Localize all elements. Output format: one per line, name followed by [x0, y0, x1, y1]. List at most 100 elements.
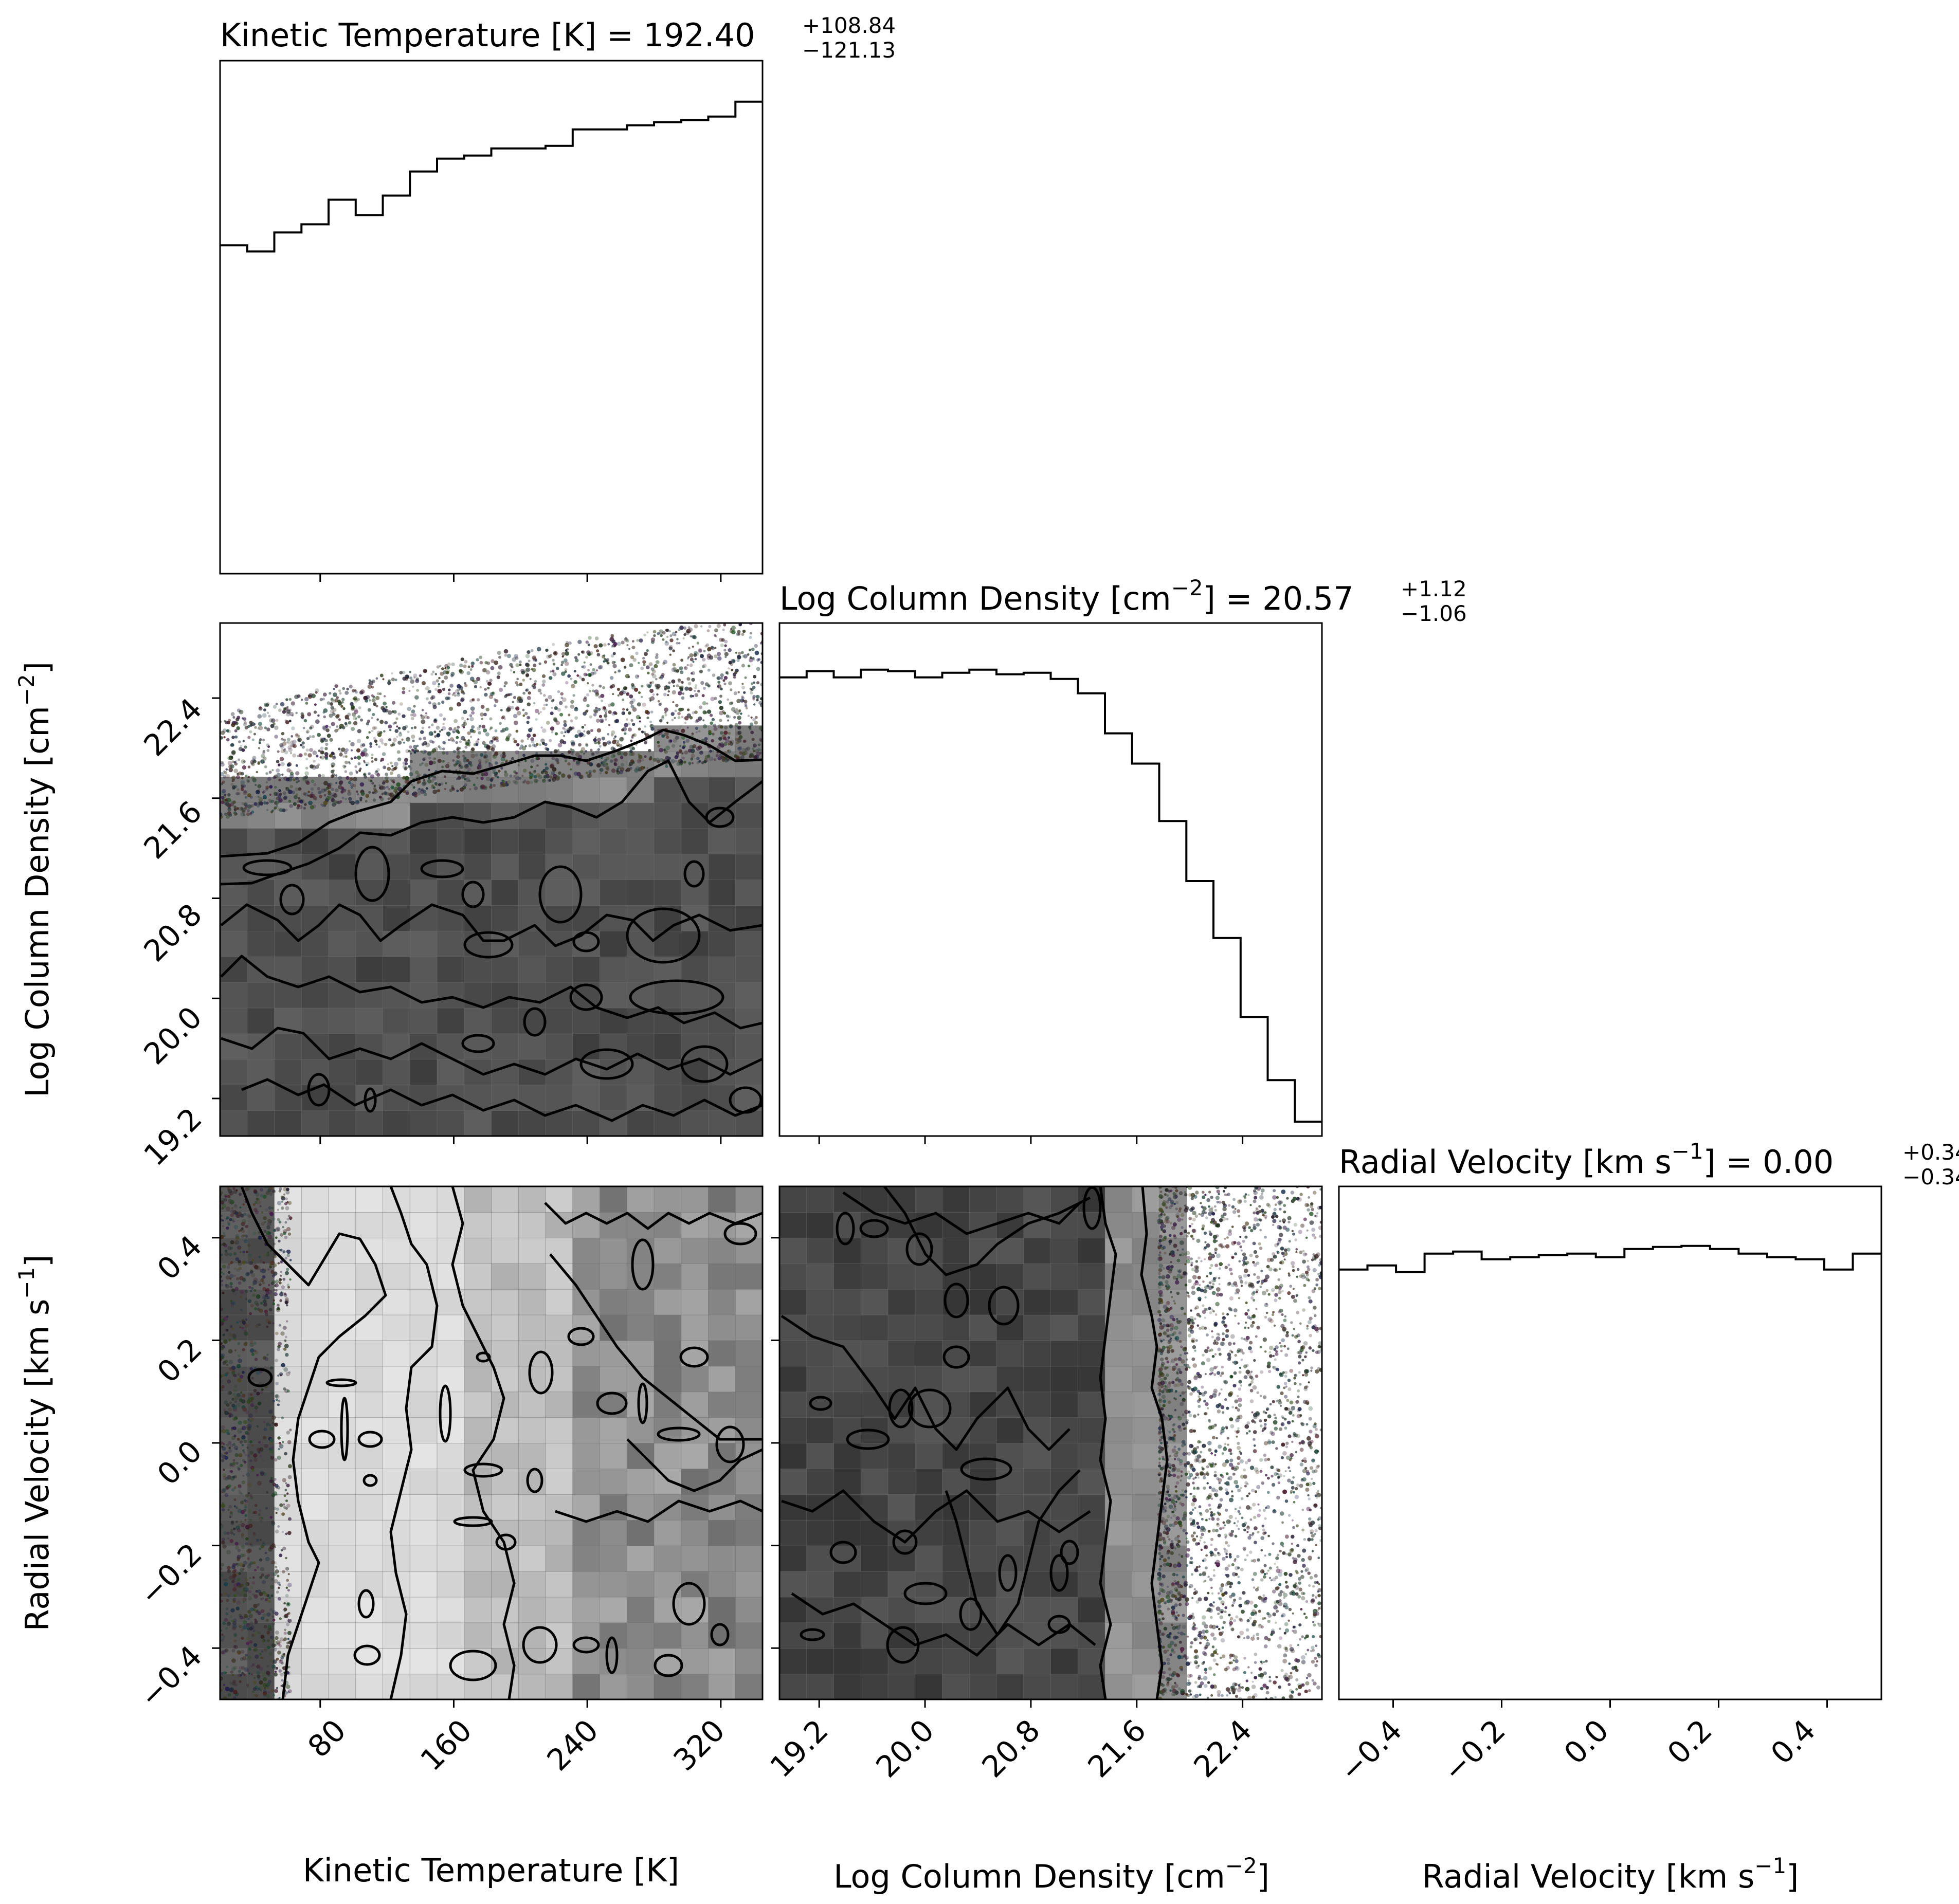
sample-point	[397, 740, 402, 745]
sample-point	[261, 1222, 265, 1225]
sample-point	[261, 1442, 264, 1446]
sample-point	[444, 782, 447, 784]
sample-point	[428, 726, 431, 729]
density-cell	[654, 879, 682, 906]
density-cell	[301, 853, 330, 881]
density-cell	[833, 1314, 862, 1341]
sample-point	[255, 783, 257, 786]
sample-point	[240, 1290, 244, 1294]
density-cell	[409, 1008, 438, 1034]
sample-point	[610, 746, 615, 751]
sample-point	[424, 669, 427, 673]
sample-point	[323, 800, 328, 805]
density-cell	[491, 879, 519, 906]
sample-point	[743, 654, 748, 659]
sample-point	[275, 1394, 280, 1399]
sample-point	[408, 765, 411, 768]
sample-point	[229, 1516, 231, 1518]
density-cell	[735, 1186, 763, 1213]
sample-point	[500, 766, 503, 770]
sample-point	[262, 1275, 266, 1279]
sample-point	[431, 723, 434, 726]
sample-point	[677, 711, 681, 716]
density-cell	[996, 1519, 1024, 1546]
density-cell	[806, 1417, 835, 1444]
sample-point	[262, 1672, 266, 1677]
density-cell	[355, 1494, 384, 1521]
sample-point	[271, 1520, 275, 1525]
sample-point	[276, 760, 280, 763]
sample-point	[586, 693, 590, 697]
sample-point	[266, 1612, 271, 1617]
sample-point	[546, 774, 550, 777]
sample-point	[695, 684, 698, 687]
sample-point	[230, 1301, 234, 1305]
sample-point	[224, 1618, 228, 1622]
sample-point	[293, 795, 298, 799]
sample-point	[616, 751, 621, 756]
sample-point	[388, 724, 392, 729]
sample-point	[343, 789, 347, 792]
sample-point	[332, 712, 336, 716]
sample-point	[611, 768, 616, 773]
sample-point	[729, 725, 733, 729]
sample-point	[523, 780, 526, 784]
sample-point	[339, 780, 343, 784]
sample-point	[222, 1488, 226, 1492]
sample-point	[222, 1333, 225, 1337]
sample-point	[449, 737, 454, 742]
sample-point	[255, 1610, 258, 1613]
density-cell	[464, 956, 492, 983]
sample-point	[233, 1594, 237, 1597]
sample-point	[271, 1664, 276, 1669]
sample-point	[232, 1475, 235, 1478]
sample-point	[334, 793, 337, 795]
sample-point	[229, 1462, 233, 1466]
sample-point	[422, 757, 427, 761]
density-cell	[355, 1237, 384, 1264]
sample-point	[505, 781, 507, 784]
density-cell	[437, 982, 465, 1009]
sample-point	[278, 1640, 282, 1643]
density-cell	[681, 751, 709, 778]
sample-point	[259, 1454, 263, 1457]
sample-point	[246, 812, 250, 816]
sample-point	[374, 758, 378, 761]
density-cell	[409, 1212, 438, 1238]
sample-point	[242, 1597, 247, 1602]
sample-point	[228, 807, 231, 810]
sample-point	[241, 1636, 244, 1640]
sample-point	[434, 735, 437, 738]
sample-point	[363, 773, 367, 776]
sample-point	[597, 741, 601, 745]
density-cell	[915, 1519, 943, 1546]
sample-point	[252, 1629, 256, 1633]
density-cell	[626, 1186, 655, 1213]
sample-point	[339, 700, 342, 703]
sample-point	[228, 1263, 230, 1266]
sample-point	[567, 774, 571, 779]
sample-point	[1279, 1636, 1283, 1640]
sample-point	[240, 744, 242, 747]
sample-point	[285, 787, 289, 791]
sample-point	[278, 1239, 281, 1243]
density-cell	[942, 1468, 970, 1495]
sample-point	[736, 632, 740, 636]
sample-point	[273, 1190, 276, 1193]
sample-point	[246, 1683, 249, 1687]
sample-point	[240, 1308, 243, 1312]
sample-point	[588, 770, 592, 774]
density-cell	[1023, 1237, 1051, 1264]
sample-point	[303, 719, 307, 723]
sample-point	[649, 682, 652, 684]
sample-point	[748, 725, 752, 729]
sample-point	[329, 726, 332, 728]
density-cell	[409, 1673, 438, 1699]
sample-point	[595, 706, 598, 709]
sample-point	[261, 754, 265, 758]
density-cell	[806, 1545, 835, 1572]
density-cell	[654, 1084, 682, 1111]
density-cell	[1132, 1365, 1160, 1393]
sample-point	[350, 783, 354, 787]
sample-point	[736, 699, 741, 704]
